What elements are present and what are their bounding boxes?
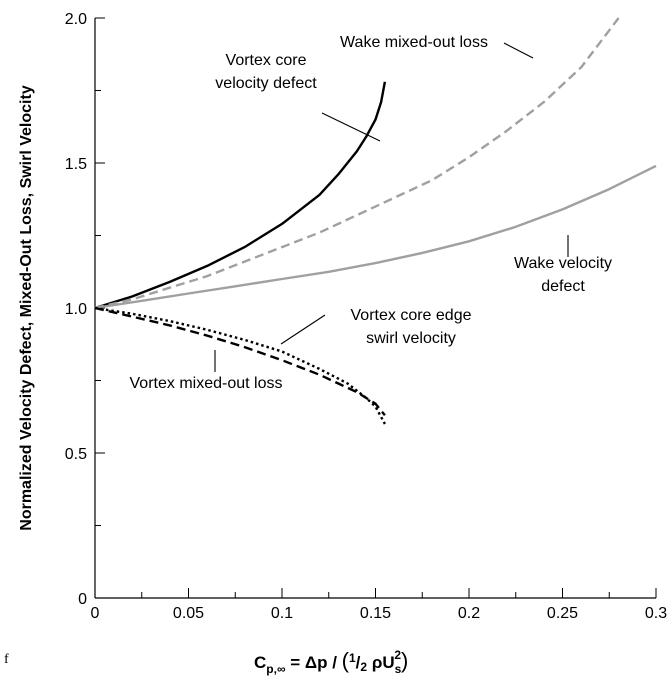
series-layer [94, 17, 657, 425]
x-tick-label: 0 [91, 605, 100, 622]
annotation-wake-velocity-defect: Wake velocity [514, 255, 612, 272]
x-label-equals: = Δp / [286, 653, 342, 672]
x-tick-label: 0.1 [271, 605, 293, 622]
series-line-wake-mixed-out-loss [94, 17, 620, 310]
annotation-vortex-mixed-out-loss: Vortex mixed-out loss [130, 375, 283, 392]
x-label-symbol: C [254, 653, 266, 672]
series-line-vortex-core-edge-swirl-velocity [94, 306, 386, 425]
y-tick-label: 0.5 [65, 446, 87, 463]
annotation-vortex-core-edge-swirl-velocity: swirl velocity [366, 330, 456, 347]
x-label-subscript: p,∞ [266, 662, 285, 676]
x-tick-label: 0.2 [458, 605, 480, 622]
y-tick-label: 0 [78, 591, 87, 608]
x-label-half-den: 2 [360, 660, 367, 674]
x-tick-label: 0.25 [547, 605, 578, 622]
series-line-wake-velocity-defect [94, 164, 657, 310]
annotation-vortex-core-velocity-defect: velocity defect [215, 75, 317, 92]
annotation-vortex-core-velocity-defect: Vortex core [226, 52, 307, 69]
x-label-open-paren: ( [342, 648, 350, 673]
series-line-vortex-mixed-out-loss [94, 306, 386, 417]
annotation-wake-mixed-out-loss: Wake mixed-out loss [340, 34, 488, 51]
x-label-rho-u: ρU [367, 653, 395, 672]
x-tick-label: 0.05 [173, 605, 204, 622]
leader-line-vortex-core-edge-swirl-velocity [280, 314, 326, 345]
y-axis-label: Normalized Velocity Defect, Mixed-Out Lo… [18, 85, 35, 531]
y-tick-label: 1.0 [65, 301, 87, 318]
x-label-half-slash: / [356, 653, 361, 672]
axes: 0 0.5 1.0 1.5 2.0 0 0.05 0.1 0.15 0.2 0.25 0.3 [65, 11, 667, 622]
series-line-vortex-core-velocity-defect [94, 81, 387, 310]
x-tick-label: 0.3 [645, 605, 667, 622]
y-tick-label: 1.5 [65, 156, 87, 173]
x-label-u-superscript: 2 [394, 648, 401, 662]
annotation-wake-velocity-defect: defect [541, 278, 585, 295]
annotations: Vortex core velocity defect Wake mixed-out… [130, 34, 613, 392]
x-tick-label: 0.15 [360, 605, 391, 622]
x-label-close-paren: ) [401, 648, 408, 673]
leader-line-vortex-core-velocity-defect [321, 112, 381, 142]
leader-line-wake-mixed-out-loss [503, 42, 534, 59]
x-label-half-num: 1 [349, 651, 356, 665]
x-axis-label: Cp,∞ = Δp / (1/2 ρUs2) [254, 648, 408, 676]
stray-glyph: f [4, 652, 9, 667]
x-label-u-subscript: s [395, 662, 402, 676]
annotation-vortex-core-edge-swirl-velocity: Vortex core edge [351, 307, 472, 324]
y-tick-label: 2.0 [65, 11, 87, 28]
